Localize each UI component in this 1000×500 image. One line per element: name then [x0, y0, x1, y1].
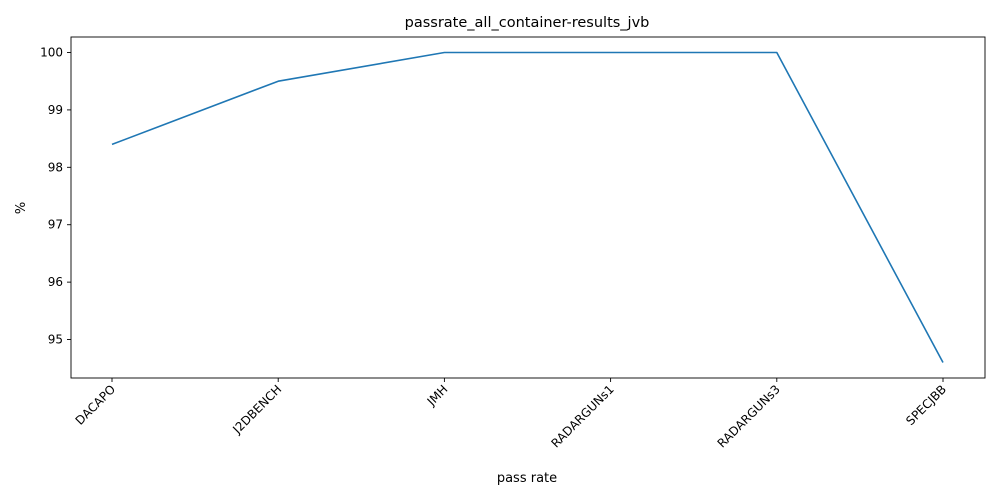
y-tick-label: 95 [48, 333, 63, 347]
chart-title: passrate_all_container-results_jvb [405, 15, 650, 31]
y-axis-label: % [14, 202, 29, 214]
y-tick-label: 100 [40, 46, 63, 60]
y-tick-label: 98 [48, 160, 63, 174]
y-tick-label: 99 [48, 103, 63, 117]
y-tick-label: 96 [48, 275, 63, 289]
x-axis-label: pass rate [497, 471, 557, 486]
plot-frame [70, 36, 986, 379]
series-line [111, 51, 944, 363]
y-tick-label: 97 [48, 218, 63, 232]
